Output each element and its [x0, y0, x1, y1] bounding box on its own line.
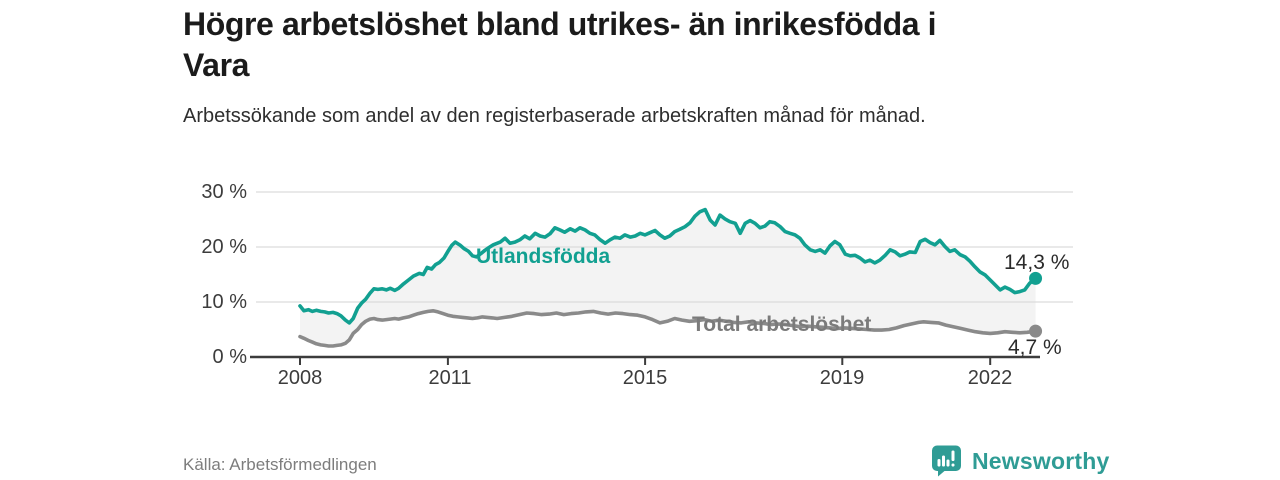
series-label-utlandsfodda: Utlandsfödda: [476, 245, 611, 268]
end-value-label-total: 4,7 %: [1008, 336, 1062, 359]
y-tick-label-20: 20 %: [201, 236, 247, 258]
x-tick-label-2011: 2011: [428, 367, 472, 389]
newsworthy-logo: Newsworthy: [930, 444, 1109, 478]
y-tick-label-30: 30 %: [201, 181, 247, 203]
end-value-label-utlandsfodda: 14,3 %: [1004, 251, 1070, 274]
x-tick-label-2015: 2015: [622, 367, 668, 389]
y-tick-label-10: 10 %: [201, 291, 247, 313]
newsworthy-wordmark: Newsworthy: [972, 447, 1110, 474]
x-tick-label-2008: 2008: [277, 367, 323, 389]
x-tick-label-2019: 2019: [819, 367, 865, 389]
newsworthy-badge-bar-chart-icon: [932, 445, 961, 477]
y-tick-label-0: 0 %: [212, 346, 247, 368]
series-label-total-arbetsloshet: Total arbetslöshet: [692, 313, 872, 336]
chart-subtitle: Arbetssökande som andel av den registerb…: [183, 105, 926, 127]
x-tick-label-2022: 2022: [967, 367, 1013, 389]
source-note: Källa: Arbetsförmedlingen: [183, 455, 377, 474]
chart-title: Högre arbetslöshet bland utrikes- än inr…: [183, 6, 937, 83]
